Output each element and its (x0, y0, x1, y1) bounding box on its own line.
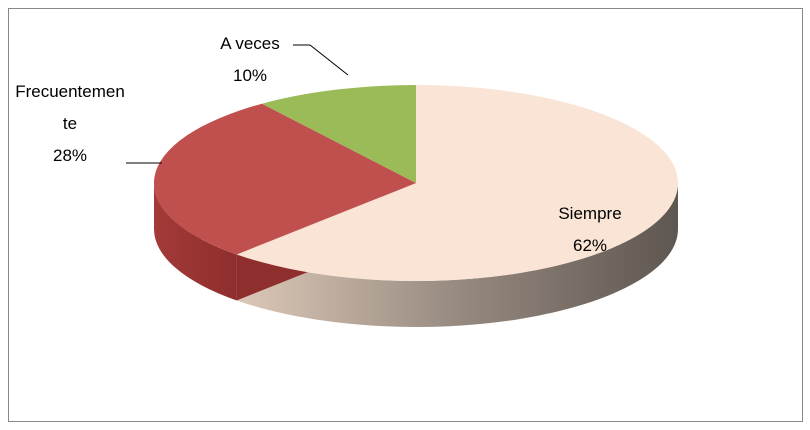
slice-label: A veces 10% (195, 28, 305, 92)
category-label: Frecuentemente (15, 82, 125, 133)
leader-line (293, 44, 349, 76)
slice (236, 85, 679, 282)
value-label: 10% (232, 66, 268, 85)
slice-side (154, 183, 237, 301)
slice (262, 85, 416, 183)
slice-label: Siempre 62% (530, 198, 650, 262)
slice-side (236, 183, 678, 328)
slice (154, 103, 417, 255)
value-label: 62% (572, 236, 608, 255)
value-label: 28% (52, 146, 88, 165)
category-label: Siempre (558, 204, 622, 223)
category-label: A veces (220, 34, 280, 53)
slice-label: Frecuentemente 28% (14, 76, 126, 172)
